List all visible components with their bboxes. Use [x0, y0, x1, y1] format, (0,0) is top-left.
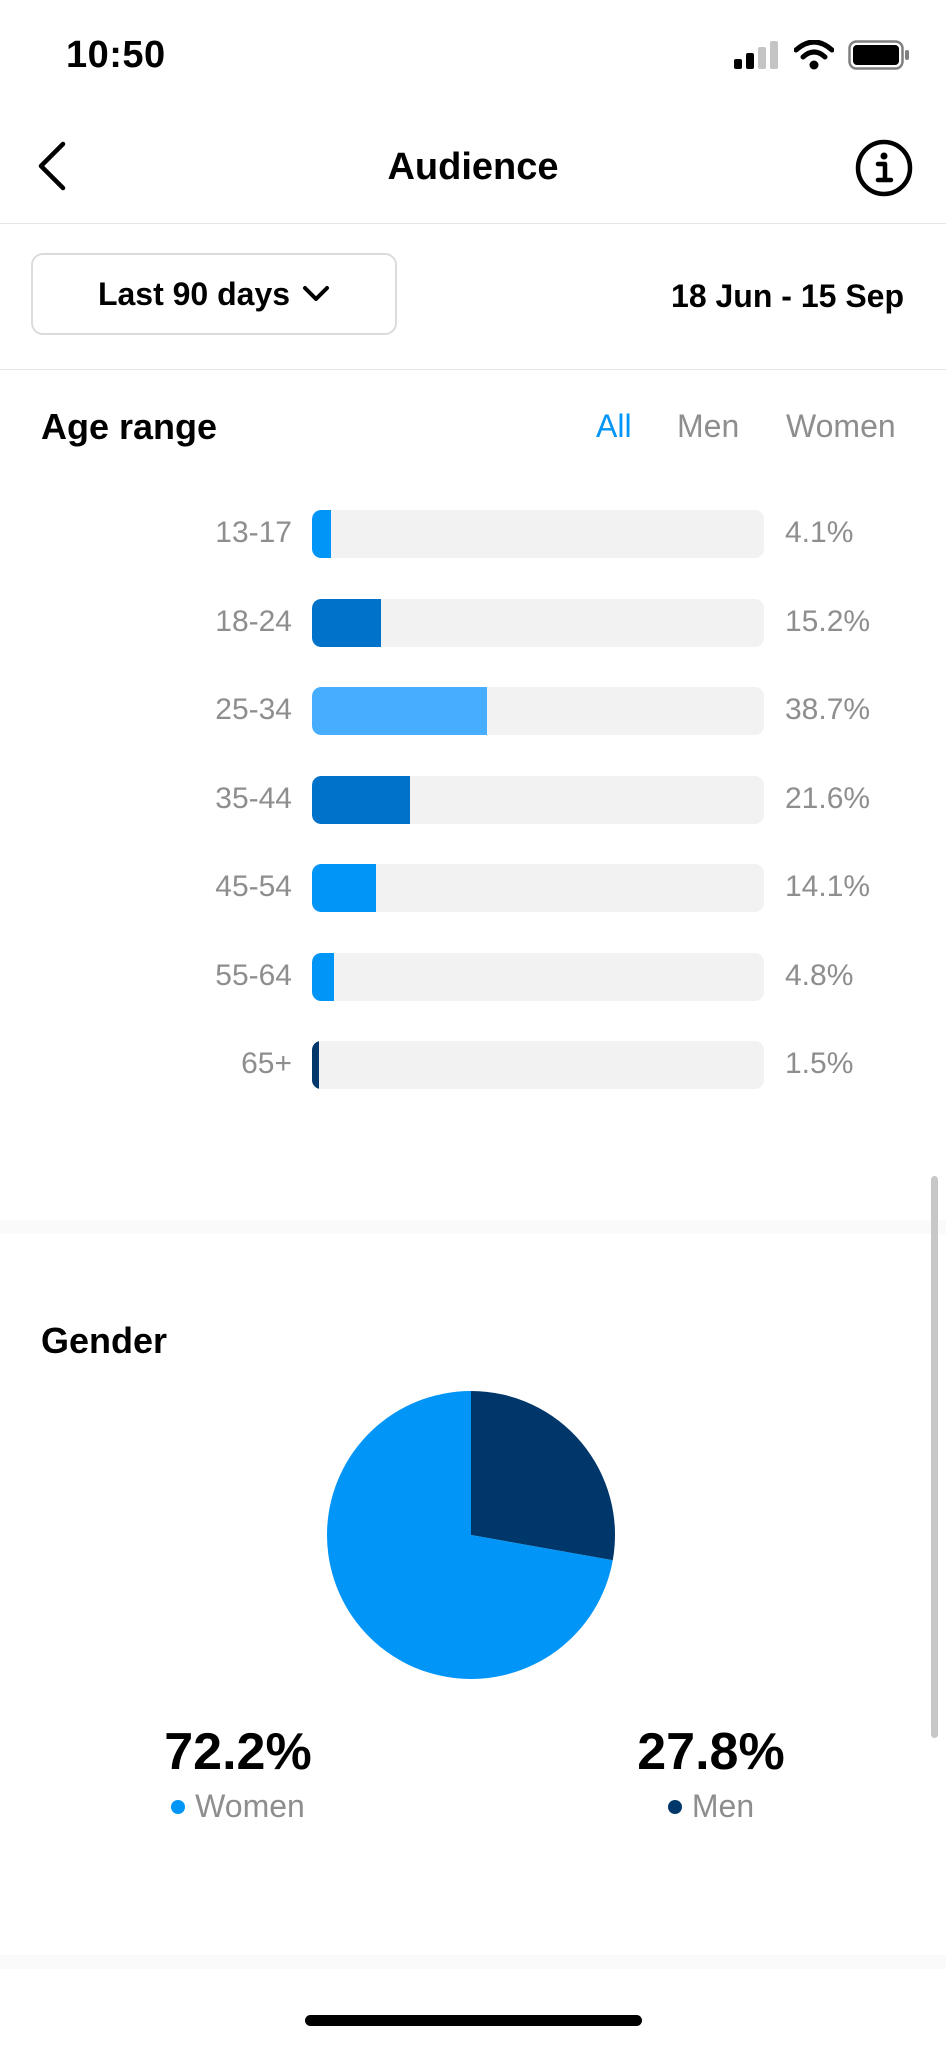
age-label: 25-34 — [215, 693, 292, 726]
home-indicator[interactable] — [305, 2015, 642, 2026]
age-row: 25-34 38.7% — [0, 687, 946, 735]
age-bar — [312, 775, 410, 824]
age-value-label: 4.1% — [785, 516, 854, 549]
section-divider — [0, 1220, 946, 1234]
status-time: 10:50 — [66, 34, 166, 76]
age-bar — [312, 864, 376, 912]
age-row: 45-54 14.1% — [0, 864, 946, 912]
header: Audience — [0, 110, 946, 224]
age-bar-track — [312, 864, 764, 912]
status-icons — [734, 40, 910, 70]
age-row: 13-17 4.1% — [0, 510, 946, 558]
tab-women[interactable]: Women — [786, 408, 896, 444]
pie-slice-men — [471, 1391, 615, 1561]
tab-all[interactable]: All — [596, 408, 632, 444]
chevron-left-icon — [38, 141, 66, 191]
age-bar-track — [312, 775, 764, 824]
pie-slice-women — [327, 1391, 613, 1679]
age-label: 45-54 — [215, 870, 292, 903]
women-percent: 72.2% — [164, 1723, 312, 1781]
age-bar — [312, 687, 487, 735]
info-icon — [855, 139, 913, 197]
age-label: 35-44 — [215, 781, 292, 815]
age-bar — [312, 598, 381, 647]
age-value-label: 21.6% — [785, 781, 871, 815]
age-bar-track — [312, 598, 764, 647]
men-percent: 27.8% — [637, 1723, 785, 1781]
age-label: 18-24 — [215, 604, 292, 638]
women-legend-label: Women — [195, 1788, 305, 1824]
filter-row: Last 90 days 18 Jun - 15 Sep — [0, 224, 946, 370]
wifi-icon — [794, 40, 834, 70]
age-row: 18-24 15.2% — [0, 598, 946, 647]
cellular-signal-icon — [734, 41, 778, 69]
age-label: 65+ — [241, 1047, 292, 1080]
age-value-label: 14.1% — [785, 870, 871, 903]
age-range-title: Age range — [41, 406, 218, 447]
age-value-label: 38.7% — [785, 693, 871, 726]
page-title: Audience — [387, 146, 559, 188]
men-legend-dot — [667, 1799, 682, 1814]
age-bar-track — [312, 1041, 764, 1089]
women-legend-dot — [171, 1799, 186, 1814]
men-legend-label: Men — [691, 1788, 755, 1824]
age-bar-track — [312, 687, 764, 735]
age-row: 55-64 4.8% — [0, 952, 946, 1001]
battery-icon — [848, 40, 909, 70]
age-bar-track — [312, 510, 764, 558]
date-range-dropdown[interactable]: Last 90 days — [31, 253, 397, 335]
gender-pie-chart — [327, 1391, 615, 1679]
chevron-down-icon — [303, 286, 330, 301]
age-bar — [312, 1041, 319, 1089]
age-value-label: 4.8% — [785, 958, 854, 992]
info-button[interactable] — [854, 138, 914, 198]
age-bar-track — [312, 952, 764, 1001]
men-legend: Men — [561, 1788, 861, 1825]
gender-title: Gender — [41, 1320, 168, 1361]
women-legend: Women — [88, 1788, 388, 1825]
tab-men[interactable]: Men — [677, 408, 740, 444]
age-value-label: 1.5% — [785, 1047, 854, 1080]
scrollbar[interactable] — [931, 1176, 938, 1738]
age-row: 35-44 21.6% — [0, 775, 946, 824]
age-row: 65+ 1.5% — [0, 1041, 946, 1089]
age-label: 13-17 — [215, 516, 292, 549]
age-bar — [312, 510, 331, 558]
age-value-label: 15.2% — [785, 604, 871, 638]
section-divider — [0, 1955, 946, 1969]
back-button[interactable] — [24, 136, 80, 196]
date-range-text: 18 Jun - 15 Sep — [671, 278, 904, 314]
age-label: 55-64 — [215, 958, 292, 992]
age-bar — [312, 952, 334, 1001]
date-range-dropdown-label: Last 90 days — [97, 275, 291, 312]
